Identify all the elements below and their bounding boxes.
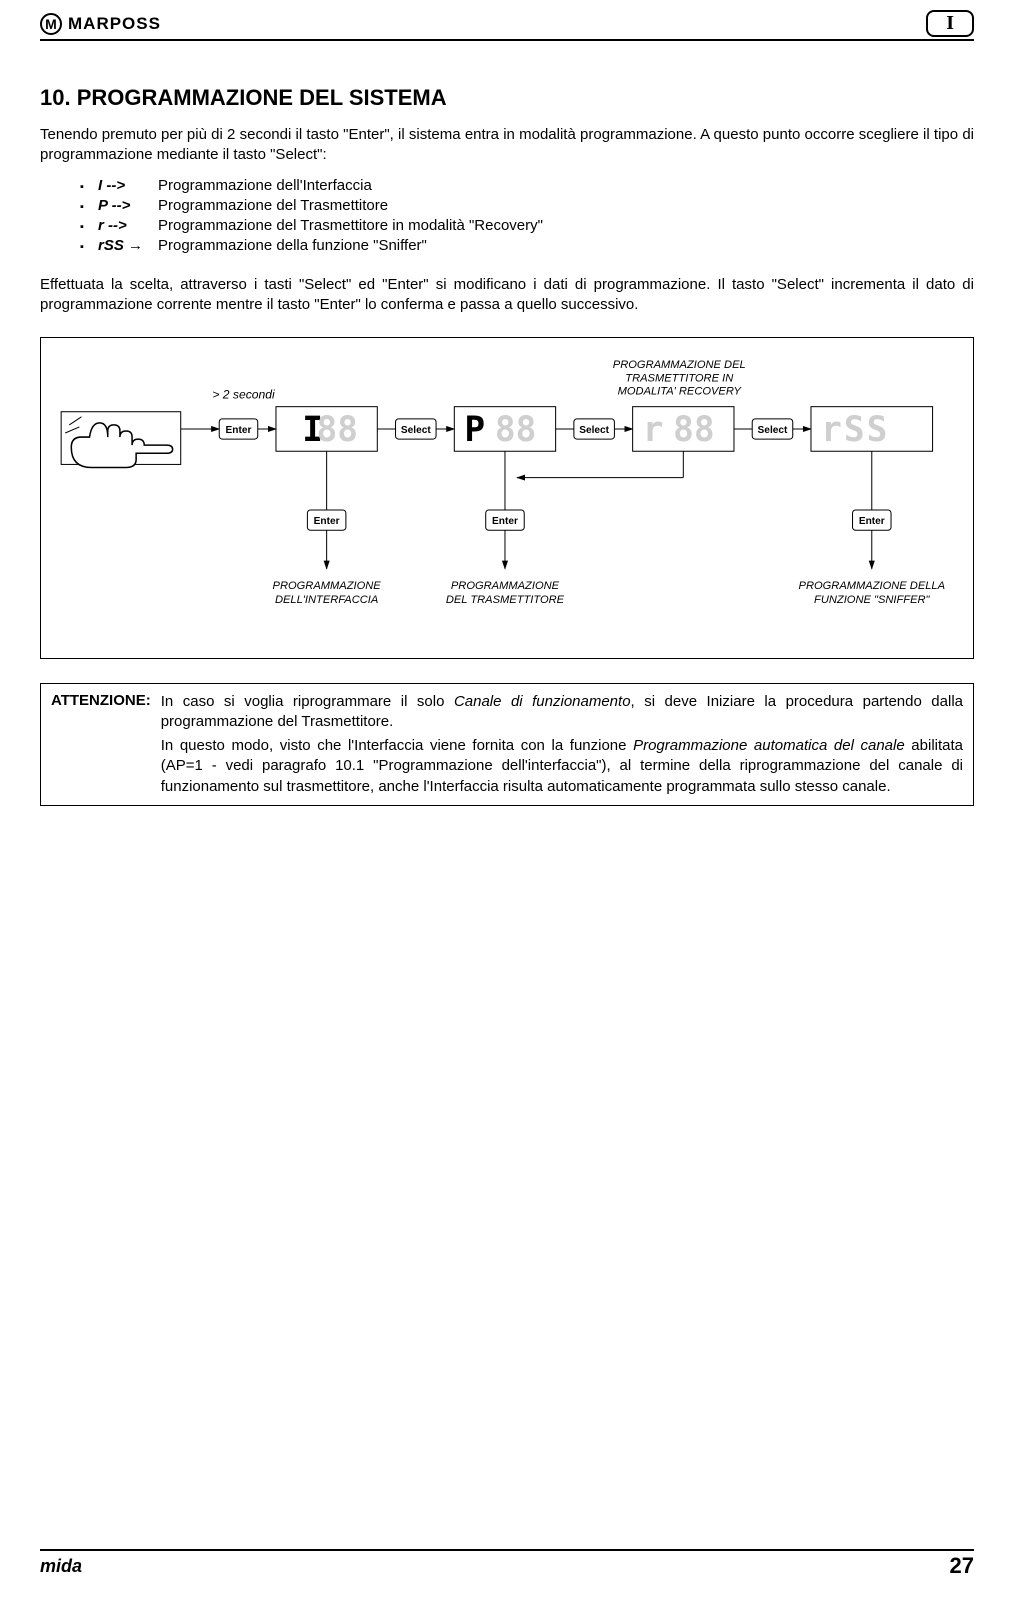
brand-logo-icon: M bbox=[40, 13, 62, 35]
warning-text: In caso si voglia riprogrammare il solo … bbox=[161, 692, 963, 797]
after-paragraph: Effettuata la scelta, attraverso i tasti… bbox=[40, 275, 974, 316]
svg-text:88: 88 bbox=[673, 410, 714, 450]
display-rSS: rSS bbox=[811, 407, 933, 452]
code-label: P --> bbox=[98, 197, 158, 214]
chapter-mark: I bbox=[926, 10, 974, 37]
svg-text:Enter: Enter bbox=[492, 516, 518, 527]
warning-p2-a: In questo modo, visto che l'Interfaccia … bbox=[161, 737, 633, 754]
page-header: M MARPOSS I bbox=[40, 10, 974, 41]
caption-recovery-l2: TRASMETTITORE IN bbox=[625, 372, 734, 384]
display-I: I 88 bbox=[276, 407, 377, 452]
code-desc: Programmazione della funzione "Sniffer" bbox=[158, 237, 974, 254]
code-label: rSS → bbox=[98, 237, 158, 254]
svg-text:Select: Select bbox=[579, 425, 609, 436]
page-number: 27 bbox=[950, 1553, 974, 1579]
enter-button: Enter bbox=[486, 510, 525, 530]
caption-sniffer-l1: PROGRAMMAZIONE DELLA bbox=[799, 580, 946, 592]
code-list: ▪ I --> Programmazione dell'Interfaccia … bbox=[80, 174, 974, 257]
caption-sniffer-l2: FUNZIONE "SNIFFER" bbox=[814, 594, 930, 606]
bullet-icon: ▪ bbox=[80, 181, 98, 193]
list-item: ▪ P --> Programmazione del Trasmettitore bbox=[80, 197, 974, 214]
enter-button: Enter bbox=[219, 419, 258, 439]
warning-p1-em: Canale di funzionamento bbox=[454, 693, 631, 710]
caption-interface-l1: PROGRAMMAZIONE bbox=[273, 580, 382, 592]
caption-tx-l2: DEL TRASMETTITORE bbox=[446, 594, 565, 606]
enter-button: Enter bbox=[307, 510, 346, 530]
svg-text:Enter: Enter bbox=[859, 516, 885, 527]
svg-text:r: r bbox=[643, 410, 664, 450]
warning-p2-em: Programmazione automatica del canale bbox=[633, 737, 905, 754]
bullet-icon: ▪ bbox=[80, 241, 98, 253]
caption-interface-l2: DELL'INTERFACCIA bbox=[275, 594, 378, 606]
select-button: Select bbox=[752, 419, 793, 439]
caption-recovery-l1: PROGRAMMAZIONE DEL bbox=[613, 359, 746, 371]
svg-text:Select: Select bbox=[401, 425, 431, 436]
caption-recovery-l3: MODALITA' RECOVERY bbox=[618, 386, 743, 398]
svg-text:rSS: rSS bbox=[821, 410, 889, 450]
list-item: ▪ rSS → Programmazione della funzione "S… bbox=[80, 237, 974, 254]
section-title: 10. PROGRAMMAZIONE DEL SISTEMA bbox=[40, 85, 974, 111]
list-item: ▪ I --> Programmazione dell'Interfaccia bbox=[80, 177, 974, 194]
brand-name: MARPOSS bbox=[68, 14, 161, 34]
bullet-icon: ▪ bbox=[80, 201, 98, 213]
enter-button: Enter bbox=[853, 510, 892, 530]
brand-glyph: M bbox=[45, 16, 57, 32]
code-desc: Programmazione del Trasmettitore in moda… bbox=[158, 217, 974, 234]
warning-box: ATTENZIONE: In caso si voglia riprogramm… bbox=[40, 683, 974, 806]
select-button: Select bbox=[396, 419, 437, 439]
intro-paragraph: Tenendo premuto per più di 2 secondi il … bbox=[40, 125, 974, 166]
code-label: I --> bbox=[98, 177, 158, 194]
select-button: Select bbox=[574, 419, 615, 439]
svg-text:Enter: Enter bbox=[314, 516, 340, 527]
footer-brand: mida bbox=[40, 1556, 82, 1577]
display-r: r 88 bbox=[633, 407, 734, 452]
display-P: P 88 bbox=[454, 407, 555, 452]
warning-p1-a: In caso si voglia riprogrammare il solo bbox=[161, 693, 454, 710]
code-label: r --> bbox=[98, 217, 158, 234]
page-footer: mida 27 bbox=[40, 1549, 974, 1579]
programming-diagram: PROGRAMMAZIONE DEL TRASMETTITORE IN MODA… bbox=[40, 337, 974, 659]
svg-text:P: P bbox=[464, 410, 485, 450]
hold-label: > 2 secondi bbox=[212, 388, 275, 402]
svg-text:88: 88 bbox=[495, 410, 536, 450]
bullet-icon: ▪ bbox=[80, 221, 98, 233]
svg-text:88: 88 bbox=[317, 410, 358, 450]
warning-label: ATTENZIONE: bbox=[51, 692, 151, 797]
caption-tx-l1: PROGRAMMAZIONE bbox=[451, 580, 560, 592]
list-item: ▪ r --> Programmazione del Trasmettitore… bbox=[80, 217, 974, 234]
svg-text:Enter: Enter bbox=[226, 425, 252, 436]
diagram-svg: PROGRAMMAZIONE DEL TRASMETTITORE IN MODA… bbox=[51, 356, 963, 640]
svg-text:Select: Select bbox=[758, 425, 788, 436]
code-desc: Programmazione del Trasmettitore bbox=[158, 197, 974, 214]
pointing-hand-icon bbox=[61, 412, 181, 468]
code-desc: Programmazione dell'Interfaccia bbox=[158, 177, 974, 194]
brand: M MARPOSS bbox=[40, 13, 161, 35]
